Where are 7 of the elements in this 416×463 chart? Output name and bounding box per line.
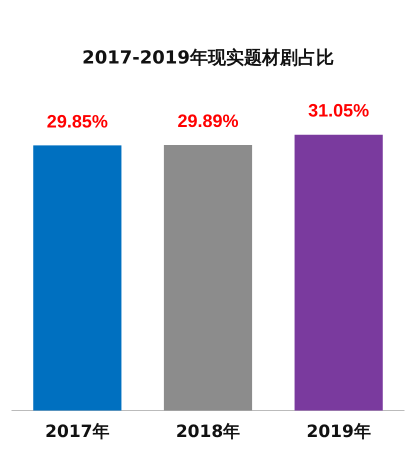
data-label: 29.89%	[177, 110, 239, 131]
data-label: 29.85%	[46, 111, 108, 132]
x-tick-label: 2019年	[306, 422, 371, 442]
data-label: 31.05%	[308, 100, 370, 121]
chart-title: 2017-2019年现实题材剧占比	[82, 47, 334, 68]
x-tick-label: 2018年	[176, 422, 240, 442]
x-tick-label: 2017年	[45, 422, 110, 442]
